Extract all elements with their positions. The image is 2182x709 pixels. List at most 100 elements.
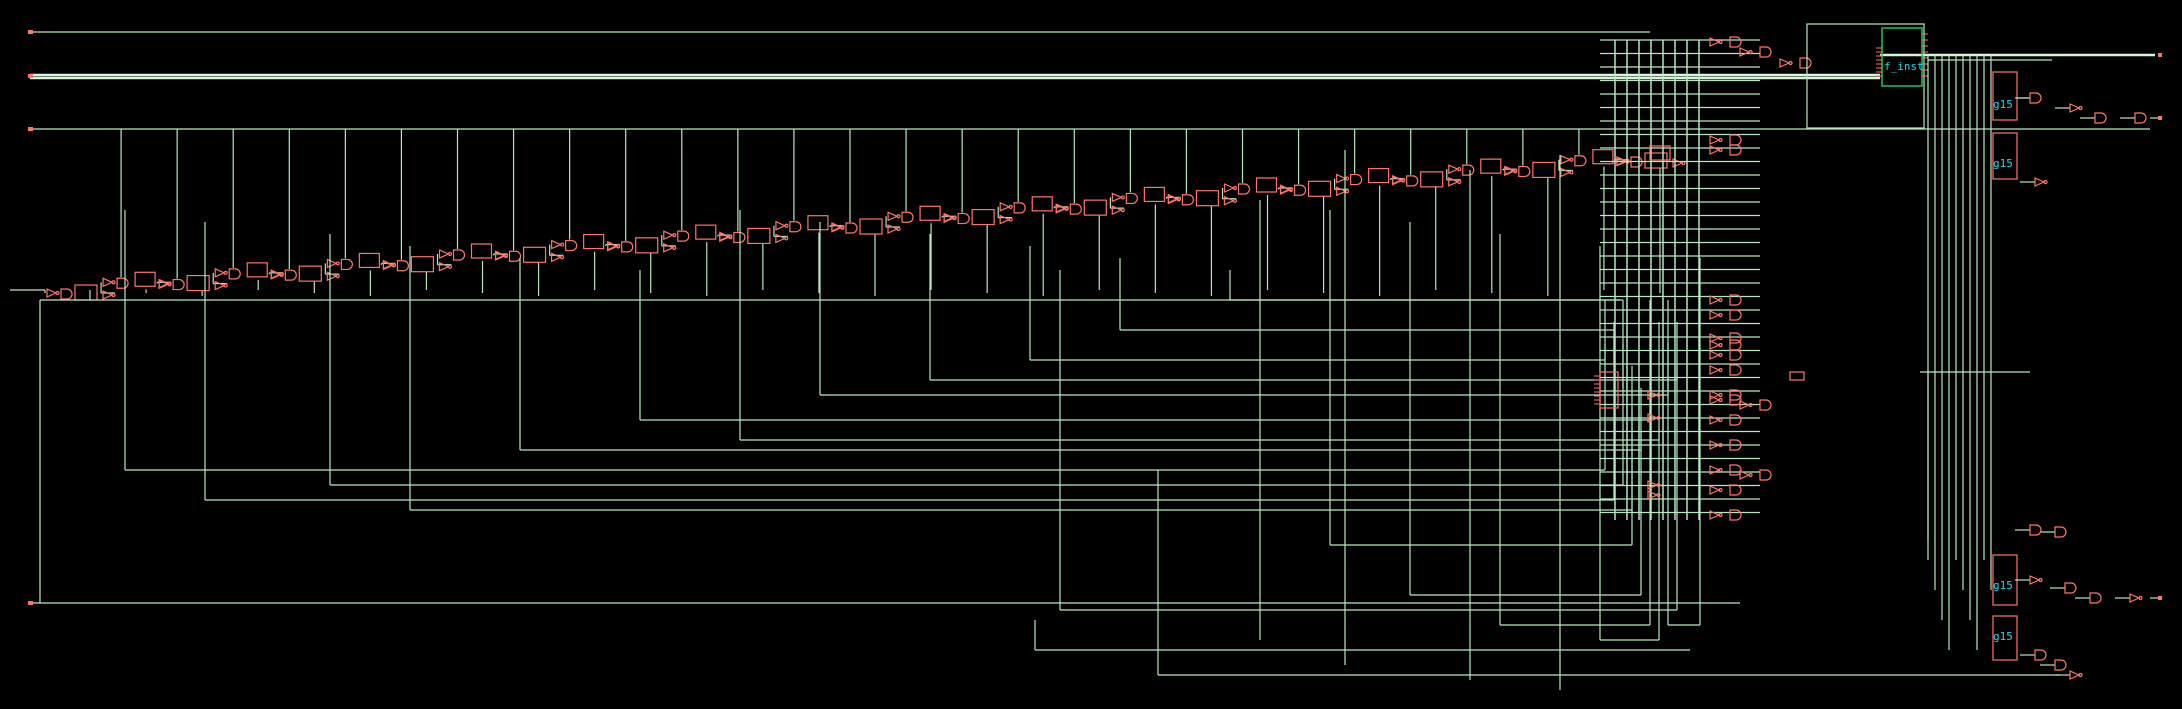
mux-and-gate[interactable] — [1729, 134, 1742, 146]
mux-and-gate[interactable] — [1729, 349, 1742, 361]
chain-cells[interactable] — [46, 149, 1686, 301]
chain-buffer[interactable] — [1167, 193, 1179, 204]
input-port-1[interactable] — [28, 30, 33, 34]
chain-buffer[interactable] — [1336, 173, 1348, 184]
mux-buffer[interactable] — [1709, 340, 1721, 350]
chain-buffer[interactable] — [1335, 186, 1348, 197]
chain-and-gate[interactable] — [1462, 164, 1475, 176]
mux-and-gate[interactable] — [1799, 57, 1812, 69]
output-buffer[interactable] — [2069, 670, 2081, 680]
chain-flop[interactable] — [583, 233, 605, 250]
chain-and-gate[interactable] — [172, 278, 185, 291]
output-and-gate[interactable] — [2054, 526, 2067, 538]
g15-cell-3[interactable]: g15 — [1992, 554, 2018, 606]
mux-and-gate[interactable] — [1759, 469, 1772, 481]
chain-flop[interactable] — [695, 224, 717, 240]
chain-and-gate[interactable] — [1350, 173, 1363, 186]
chain-flop[interactable] — [919, 205, 941, 221]
input-port-4[interactable] — [28, 601, 33, 605]
chain-and-gate[interactable] — [1518, 165, 1531, 178]
chain-and-gate[interactable] — [957, 212, 970, 225]
chain-and-gate[interactable] — [340, 258, 353, 271]
chain-and-gate[interactable] — [1574, 155, 1587, 167]
chain-buffer[interactable] — [1672, 158, 1684, 168]
chain-flop[interactable] — [470, 243, 493, 259]
cluster-buffer[interactable] — [1647, 490, 1659, 500]
chain-and-gate[interactable] — [284, 269, 297, 281]
mux-buffer[interactable] — [1709, 310, 1721, 320]
chain-and-gate[interactable] — [677, 230, 690, 242]
chain-and-gate[interactable] — [508, 250, 522, 262]
cluster-flop[interactable] — [1789, 371, 1805, 381]
output-port-3[interactable] — [2158, 53, 2162, 57]
f-inst-block[interactable]: f_inst — [1806, 23, 1928, 129]
chain-buffer[interactable] — [887, 224, 899, 234]
cluster-buffer[interactable] — [1647, 413, 1659, 423]
logic-cluster-cells[interactable] — [1594, 36, 1812, 521]
chain-buffer[interactable] — [102, 290, 114, 300]
chain-and-gate[interactable] — [1125, 192, 1138, 205]
chain-buffer[interactable] — [719, 231, 731, 242]
mux-buffer[interactable] — [1739, 400, 1751, 410]
output-port-2[interactable] — [2158, 596, 2162, 600]
output-and-gate[interactable] — [2134, 112, 2147, 124]
chain-flop[interactable] — [1592, 149, 1614, 165]
mux-buffer[interactable] — [1739, 470, 1751, 480]
chain-flop[interactable] — [358, 252, 380, 269]
output-cells[interactable] — [2029, 53, 2162, 680]
mux-and-gate[interactable] — [1729, 464, 1742, 476]
chain-buffer[interactable] — [887, 211, 899, 222]
output-buffer[interactable] — [2034, 177, 2046, 187]
chain-and-gate[interactable] — [845, 222, 858, 234]
chain-flop[interactable] — [134, 271, 156, 287]
chain-flop[interactable] — [1083, 199, 1107, 216]
cluster-mux-bank[interactable] — [1599, 371, 1619, 409]
output-and-gate[interactable] — [2064, 582, 2077, 594]
mux-and-gate[interactable] — [1729, 294, 1742, 306]
chain-and-gate[interactable] — [1181, 194, 1194, 206]
chain-buffer[interactable] — [1392, 174, 1404, 185]
chain-buffer[interactable] — [1560, 167, 1572, 178]
chain-buffer[interactable] — [1448, 176, 1460, 187]
chain-and-gate[interactable] — [565, 239, 578, 252]
output-and-gate[interactable] — [2029, 92, 2042, 104]
chain-buffer[interactable] — [326, 271, 338, 282]
chain-buffer[interactable] — [270, 269, 282, 280]
mux-buffer[interactable] — [1709, 440, 1721, 450]
chain-buffer[interactable] — [999, 214, 1011, 225]
chain-flop[interactable] — [1143, 186, 1165, 203]
mux-buffer[interactable] — [1709, 395, 1721, 405]
chain-buffer[interactable] — [1055, 203, 1067, 214]
chain-buffer[interactable] — [1448, 164, 1460, 175]
chain-buffer[interactable] — [663, 242, 675, 253]
output-buffer[interactable] — [2069, 103, 2081, 113]
input-port-3[interactable] — [28, 127, 33, 131]
output-and-gate[interactable] — [2094, 112, 2107, 124]
chain-buffer[interactable] — [1223, 183, 1235, 193]
mux-buffer[interactable] — [1709, 145, 1721, 155]
chain-and-gate[interactable] — [789, 221, 802, 233]
mux-and-gate[interactable] — [1729, 364, 1742, 376]
mux-and-gate[interactable] — [1729, 339, 1742, 351]
chain-buffer[interactable] — [775, 233, 787, 244]
chain-flop[interactable] — [859, 218, 883, 235]
mux-buffer[interactable] — [1709, 350, 1721, 360]
mux-buffer[interactable] — [1739, 47, 1751, 57]
chain-buffer[interactable] — [607, 240, 619, 251]
chain-buffer[interactable] — [663, 230, 675, 241]
chain-buffer[interactable] — [999, 201, 1011, 212]
chain-flop[interactable] — [1532, 161, 1556, 179]
chain-flop[interactable] — [1255, 177, 1278, 193]
chain-buffer[interactable] — [214, 280, 226, 291]
chain-and-gate[interactable] — [1293, 184, 1307, 196]
chain-and-gate[interactable] — [901, 211, 914, 223]
chain-flop[interactable] — [1031, 196, 1053, 212]
chain-flop[interactable] — [747, 227, 771, 245]
chain-flop[interactable] — [807, 215, 829, 231]
mux-buffer[interactable] — [1709, 295, 1721, 305]
chain-flop[interactable] — [1307, 180, 1332, 197]
chain-and-gate[interactable] — [1013, 202, 1026, 214]
chain-buffer[interactable] — [943, 212, 955, 223]
chain-flop[interactable] — [522, 246, 547, 263]
output-buffer[interactable] — [2129, 593, 2141, 603]
